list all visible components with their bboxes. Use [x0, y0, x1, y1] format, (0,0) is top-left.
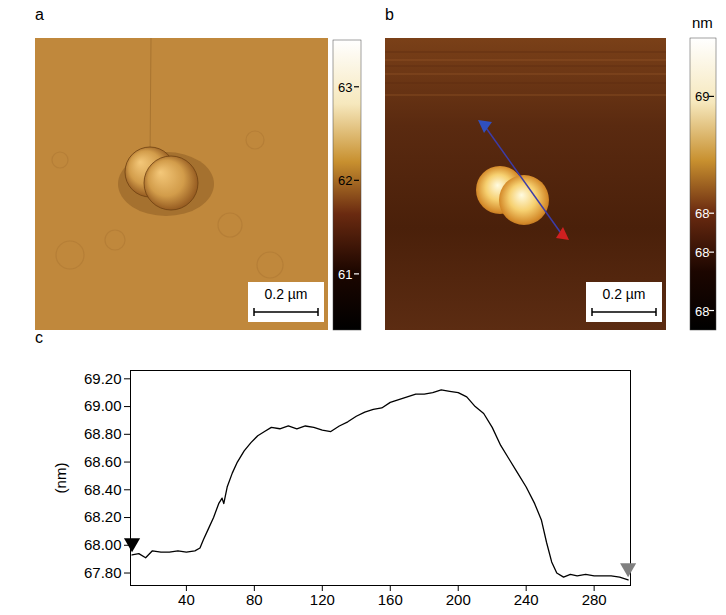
svg-text:80: 80: [246, 591, 263, 608]
svg-text:68.80: 68.80: [84, 425, 122, 442]
svg-text:68: 68: [695, 304, 709, 319]
svg-text:69.20: 69.20: [84, 370, 122, 387]
svg-text:0.2 µm: 0.2 µm: [602, 286, 645, 302]
svg-text:120: 120: [310, 591, 335, 608]
svg-text:69.00: 69.00: [84, 397, 122, 414]
svg-text:(nm): (nm): [52, 463, 69, 494]
svg-text:b: b: [385, 6, 394, 23]
svg-text:240: 240: [514, 591, 539, 608]
svg-text:62: 62: [338, 173, 352, 188]
svg-text:280: 280: [582, 591, 607, 608]
svg-text:68: 68: [695, 245, 709, 260]
svg-text:67.80: 67.80: [84, 564, 122, 581]
svg-text:68.20: 68.20: [84, 508, 122, 525]
svg-text:nm: nm: [692, 14, 713, 31]
svg-text:68: 68: [695, 206, 709, 221]
svg-text:a: a: [35, 6, 44, 23]
svg-text:68.60: 68.60: [84, 453, 122, 470]
svg-text:68.40: 68.40: [84, 481, 122, 498]
svg-text:40: 40: [178, 591, 195, 608]
svg-text:61: 61: [338, 267, 352, 282]
svg-text:68.00: 68.00: [84, 536, 122, 553]
svg-text:0.2 µm: 0.2 µm: [264, 286, 307, 302]
svg-text:63: 63: [338, 80, 352, 95]
svg-text:69: 69: [695, 89, 709, 104]
svg-text:c: c: [35, 329, 43, 345]
svg-text:160: 160: [378, 591, 403, 608]
svg-text:200: 200: [446, 591, 471, 608]
